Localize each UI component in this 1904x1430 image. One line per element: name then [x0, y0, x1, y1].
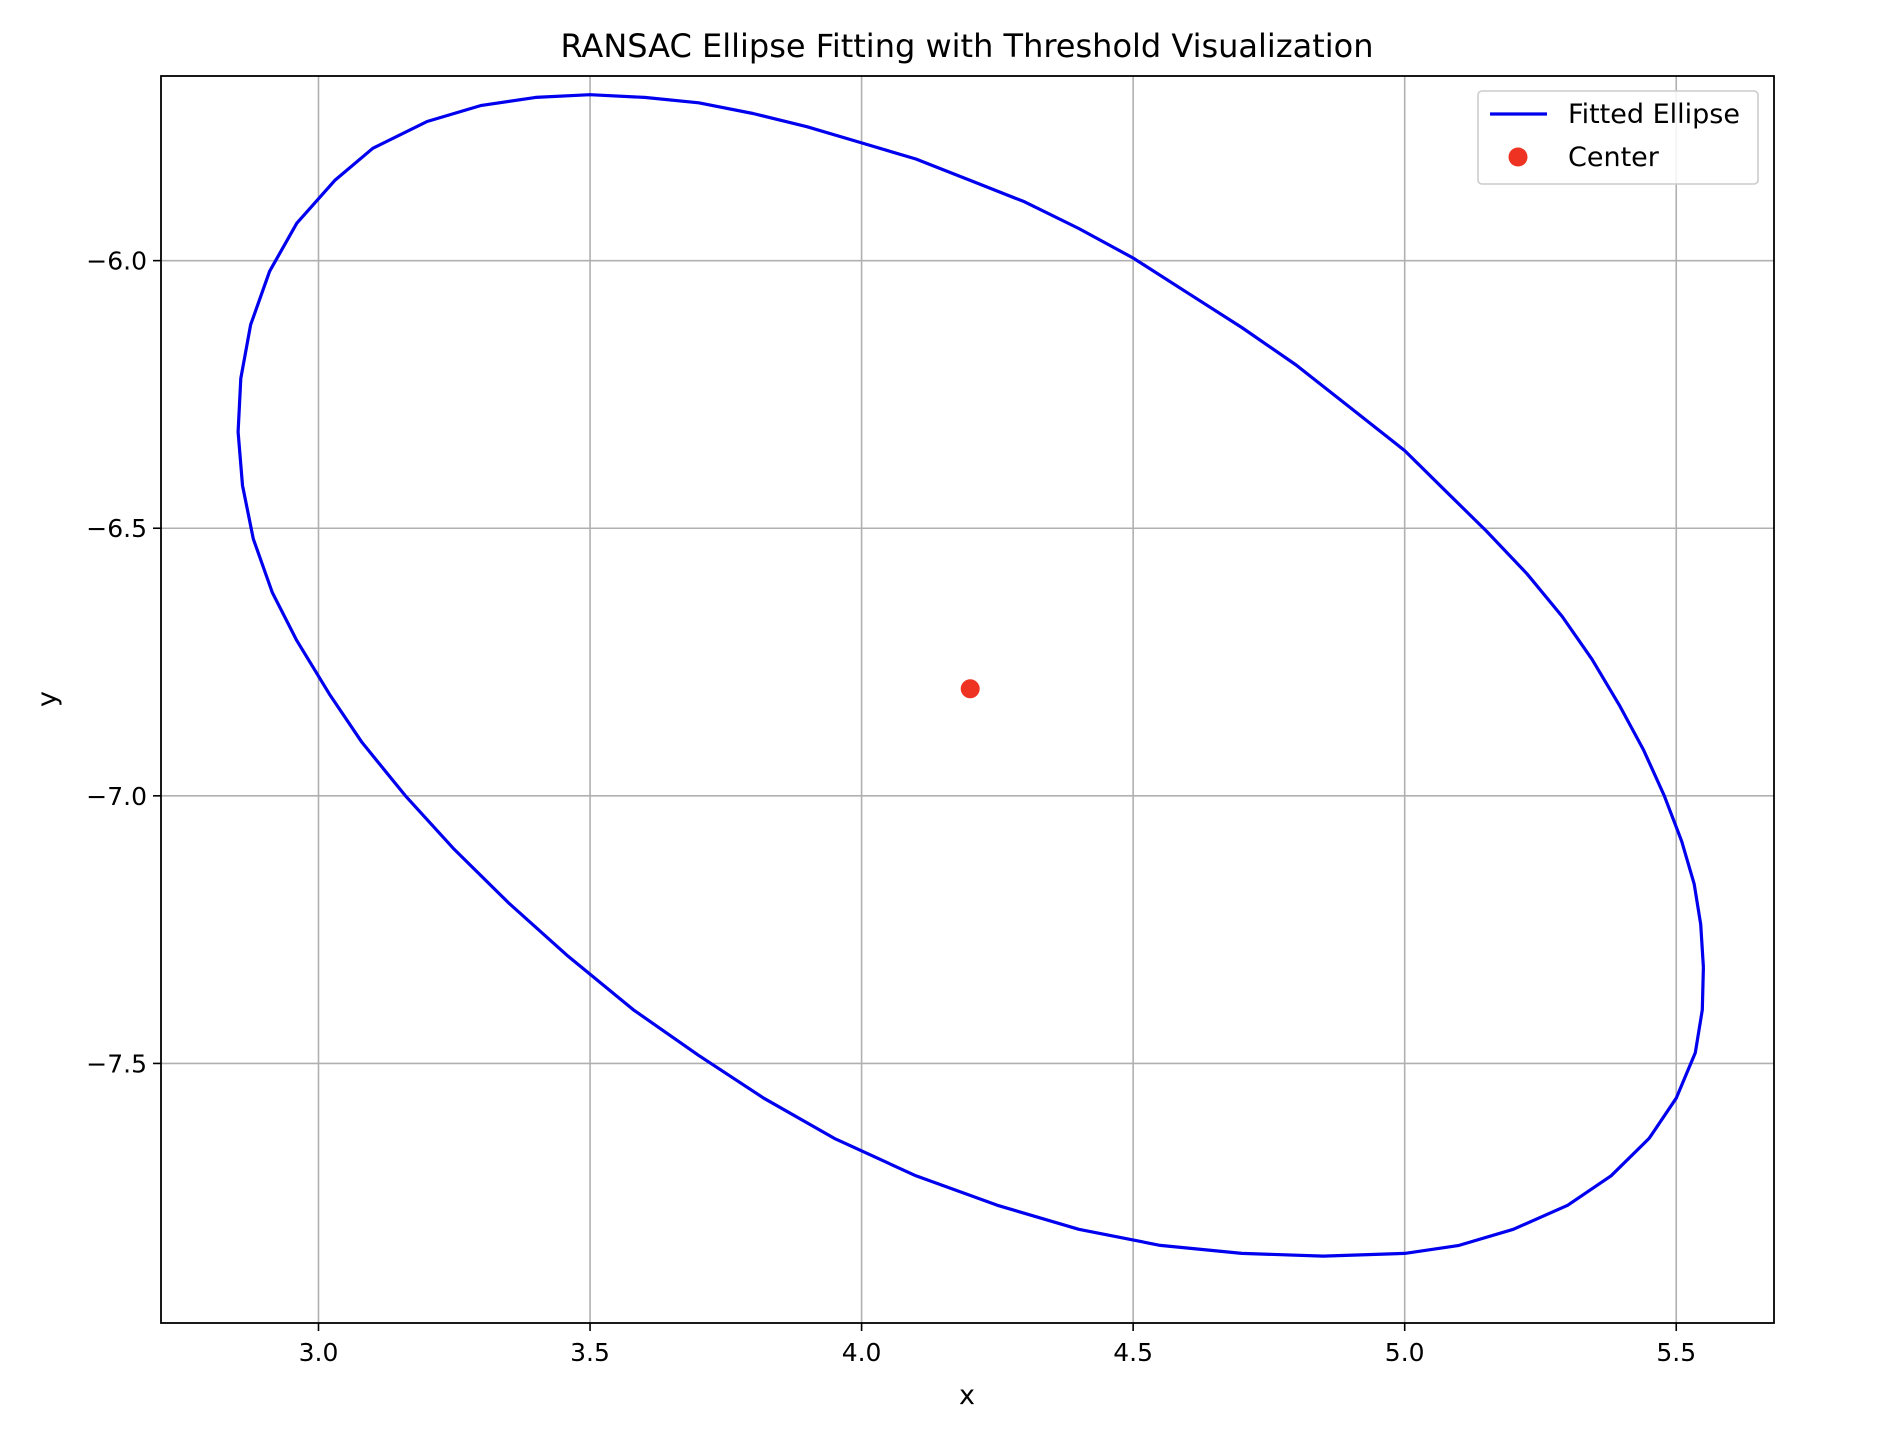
series-layer — [236, 93, 1705, 1258]
x-tick-label: 3.5 — [570, 1338, 610, 1367]
y-tick-label: −6.5 — [86, 514, 147, 543]
x-tick-label: 3.0 — [299, 1338, 339, 1367]
grid-layer — [161, 76, 1774, 1323]
x-axis-label: x — [959, 1380, 975, 1411]
plot-frame — [160, 75, 1775, 1324]
legend-box — [1477, 90, 1759, 185]
x-tick-label: 4.5 — [1113, 1338, 1153, 1367]
center-point — [960, 679, 980, 699]
legend-center-swatch — [1508, 147, 1528, 167]
y-tick-label: −6.0 — [86, 247, 147, 276]
y-axis-label: y — [32, 691, 63, 707]
fitted-ellipse-line — [236, 93, 1705, 1258]
legend-label-fitted-ellipse: Fitted Ellipse — [1568, 99, 1740, 130]
y-tick-label: −7.0 — [86, 782, 147, 811]
legend-label-center: Center — [1568, 142, 1660, 173]
x-tick-label: 5.0 — [1385, 1338, 1425, 1367]
chart-title: RANSAC Ellipse Fitting with Threshold Vi… — [560, 27, 1373, 65]
ticks-layer: 3.0 3.5 4.0 4.5 5.0 5.5 −6.0 −6.5 −7.0 −7.5 — [86, 247, 1696, 1367]
legend: Fitted Ellipse Center — [1477, 90, 1759, 185]
x-tick-label: 5.5 — [1656, 1338, 1696, 1367]
y-tick-label: −7.5 — [86, 1049, 147, 1078]
x-tick-label: 4.0 — [842, 1338, 882, 1367]
